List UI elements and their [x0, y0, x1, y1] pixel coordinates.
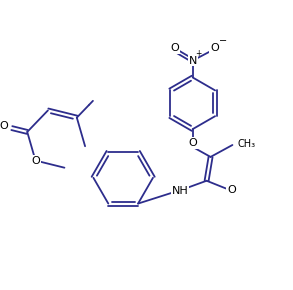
Text: O: O	[31, 155, 40, 166]
Text: CH₃: CH₃	[237, 139, 255, 149]
Text: O: O	[210, 43, 219, 53]
Text: O: O	[227, 185, 236, 195]
Text: N: N	[188, 56, 197, 66]
Text: +: +	[195, 49, 202, 58]
Text: O: O	[0, 121, 8, 131]
Text: −: −	[219, 36, 228, 46]
Text: O: O	[171, 43, 179, 53]
Text: NH: NH	[171, 186, 188, 196]
Text: O: O	[188, 138, 197, 148]
